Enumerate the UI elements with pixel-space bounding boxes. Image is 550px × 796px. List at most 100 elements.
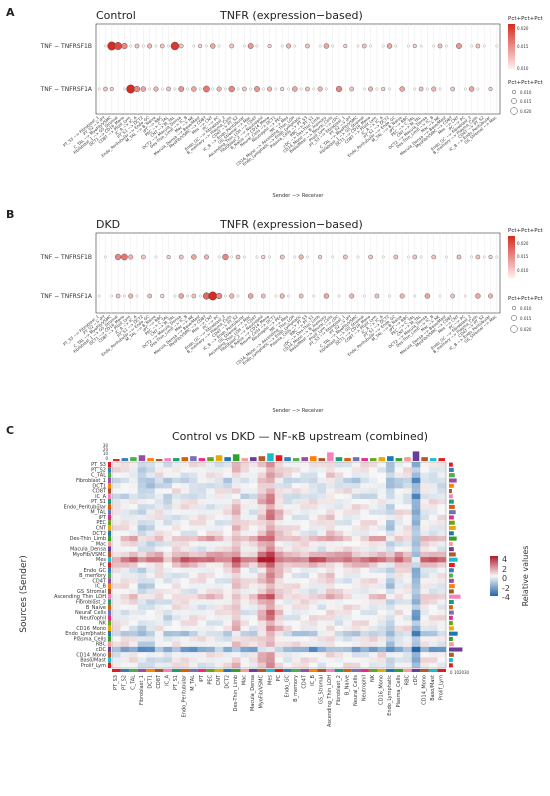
panel-c-cell <box>223 657 233 663</box>
panel-c-cell <box>343 636 352 642</box>
panel-a-color-tick-2: 0.015 <box>517 44 529 49</box>
panel-b-empty-dot <box>97 294 101 298</box>
panel-c-cell <box>351 657 361 663</box>
panel-c-cell <box>163 557 173 563</box>
panel-c-row-label: PT_S3 <box>91 462 106 468</box>
panel-c-cell <box>171 572 181 579</box>
panel-c-cell <box>112 483 121 489</box>
panel-c-cell <box>308 599 318 605</box>
panel-c-cell <box>334 530 344 537</box>
panel-c-cell <box>129 625 138 632</box>
panel-c-cell <box>214 525 224 531</box>
panel-b-empty-dot <box>495 255 499 259</box>
panel-c-cell <box>300 551 310 558</box>
panel-c-col-color <box>351 669 361 672</box>
panel-c-cell <box>283 483 293 489</box>
panel-a-dot <box>134 43 140 49</box>
panel-c-cell <box>291 467 301 473</box>
panel-c-cell <box>394 657 404 663</box>
panel-c-cell <box>291 631 301 637</box>
panel-c-cell <box>249 467 258 473</box>
panel-c-cell <box>231 525 241 531</box>
panel-c-cell <box>437 493 447 500</box>
panel-c-row-color <box>108 520 111 526</box>
panel-c-cell <box>368 467 378 473</box>
panel-c-cell <box>249 551 258 558</box>
panel-c-cell <box>223 504 233 510</box>
panel-c-cell <box>146 583 156 589</box>
panel-c-cell <box>394 572 404 579</box>
panel-c-row-color <box>108 535 111 542</box>
panel-c-cell <box>129 541 138 547</box>
panel-c-cell <box>120 636 130 642</box>
panel-c-cell <box>129 594 138 600</box>
panel-c-cell <box>180 631 190 637</box>
panel-a-empty-dot <box>261 87 265 91</box>
panel-c-cell <box>171 504 181 510</box>
panel-c-cell <box>223 594 233 600</box>
panel-c-cell <box>291 477 301 484</box>
panel-c-cell <box>403 551 412 558</box>
panel-c-cell <box>411 572 421 579</box>
panel-c-cell <box>300 557 310 563</box>
panel-c-cell <box>351 641 361 648</box>
panel-c-cell <box>326 562 335 568</box>
panel-c-cell <box>266 657 275 663</box>
panel-a-empty-dot <box>325 87 328 91</box>
panel-c-cell <box>206 467 215 473</box>
panel-a-color-legend-title: Pct+Pct+Pct <box>508 16 544 22</box>
panel-c-cell <box>386 514 395 521</box>
panel-c-cell <box>189 546 198 552</box>
panel-c-cell <box>326 636 335 642</box>
panel-c-cell <box>266 578 275 584</box>
panel-c-col-color <box>360 669 369 672</box>
panel-c-cell <box>360 620 370 626</box>
panel-c-cell <box>326 525 335 531</box>
panel-c-top-bar <box>190 456 197 461</box>
panel-a-empty-dot <box>293 44 297 48</box>
panel-c-cell <box>334 583 344 589</box>
panel-c-cell <box>300 572 310 579</box>
panel-c-cell <box>368 625 378 632</box>
panel-c-col-color <box>214 669 224 672</box>
panel-c-cell <box>326 472 335 479</box>
panel-c-cell <box>283 662 293 669</box>
panel-c-cell <box>266 631 275 637</box>
panel-c-row-color <box>108 636 111 642</box>
panel-c-cell <box>300 498 310 505</box>
panel-c-cell <box>240 657 250 663</box>
panel-a-dot <box>431 86 437 92</box>
panel-c-right-bar <box>449 594 461 599</box>
panel-c-cell <box>283 467 293 473</box>
panel-b-dot <box>488 254 493 260</box>
panel-b-empty-dot <box>173 294 177 298</box>
panel-c-cell <box>420 631 430 637</box>
panel-c-cell <box>274 514 284 521</box>
panel-c-cell <box>180 483 190 489</box>
panel-c-right-bar <box>449 473 455 478</box>
panel-a-dot <box>178 86 185 92</box>
panel-c-right-bar <box>449 462 453 467</box>
panel-c-row-label: RBC <box>96 642 107 648</box>
panel-c-cell <box>120 594 130 600</box>
panel-c-cell <box>154 488 164 494</box>
panel-c-cell <box>163 662 173 669</box>
panel-c-cell <box>291 493 301 500</box>
panel-c-cell <box>377 562 387 568</box>
panel-c-cell <box>240 578 250 584</box>
panel-c-cell <box>343 557 352 563</box>
panel-c-cell <box>437 620 447 626</box>
panel-c-cell <box>163 546 173 552</box>
panel-b-dot <box>160 293 165 299</box>
panel-c-top-bar <box>164 458 171 461</box>
panel-c-cell <box>308 583 318 589</box>
panel-a-empty-dot <box>482 44 486 48</box>
panel-c-right-bar <box>449 636 453 641</box>
panel-c-col-label: CD16_Mono <box>379 675 385 705</box>
panel-c-cell <box>206 657 215 663</box>
panel-a-empty-dot <box>123 87 126 91</box>
panel-c-cell <box>214 520 224 526</box>
panel-c-cell <box>283 567 293 574</box>
panel-c-cell <box>171 631 181 637</box>
